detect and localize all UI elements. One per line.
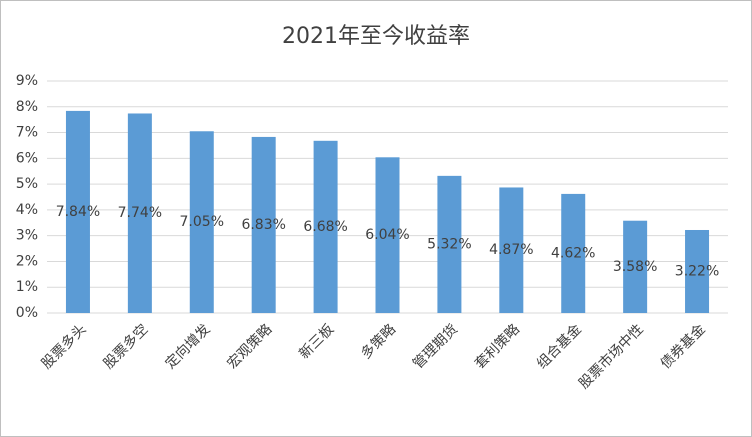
- value-label: 7.05%: [180, 214, 224, 230]
- y-tick-label: 3%: [16, 228, 38, 244]
- bar: [437, 175, 462, 313]
- y-tick-label: 6%: [16, 150, 38, 166]
- bar: [127, 113, 152, 313]
- bar: [499, 187, 524, 313]
- y-tick-label: 7%: [16, 125, 38, 141]
- y-tick-label: 8%: [16, 99, 38, 115]
- y-tick-label: 4%: [16, 202, 38, 218]
- value-label: 3.22%: [675, 263, 719, 279]
- value-label: 6.04%: [365, 227, 409, 243]
- value-label: 6.68%: [303, 219, 347, 235]
- value-label: 7.84%: [56, 204, 100, 220]
- value-label: 4.62%: [551, 245, 595, 261]
- bar: [685, 229, 710, 313]
- y-tick-label: 5%: [16, 176, 38, 192]
- bar: [251, 136, 276, 313]
- y-tick-label: 2%: [16, 253, 38, 269]
- value-label: 7.74%: [118, 205, 162, 221]
- bar: [375, 157, 400, 313]
- value-label: 5.32%: [427, 236, 471, 252]
- value-label: 6.83%: [241, 217, 285, 233]
- bar: [313, 140, 338, 313]
- y-tick-label: 0%: [16, 305, 38, 321]
- bar: [189, 131, 214, 313]
- y-tick-label: 9%: [16, 73, 38, 89]
- chart-title: 2021年至今收益率: [282, 24, 470, 49]
- y-tick-label: 1%: [16, 279, 38, 295]
- bar: [623, 220, 648, 313]
- value-label: 4.87%: [489, 242, 533, 258]
- bar: [65, 110, 90, 313]
- value-label: 3.58%: [613, 259, 657, 275]
- bar: [561, 193, 586, 313]
